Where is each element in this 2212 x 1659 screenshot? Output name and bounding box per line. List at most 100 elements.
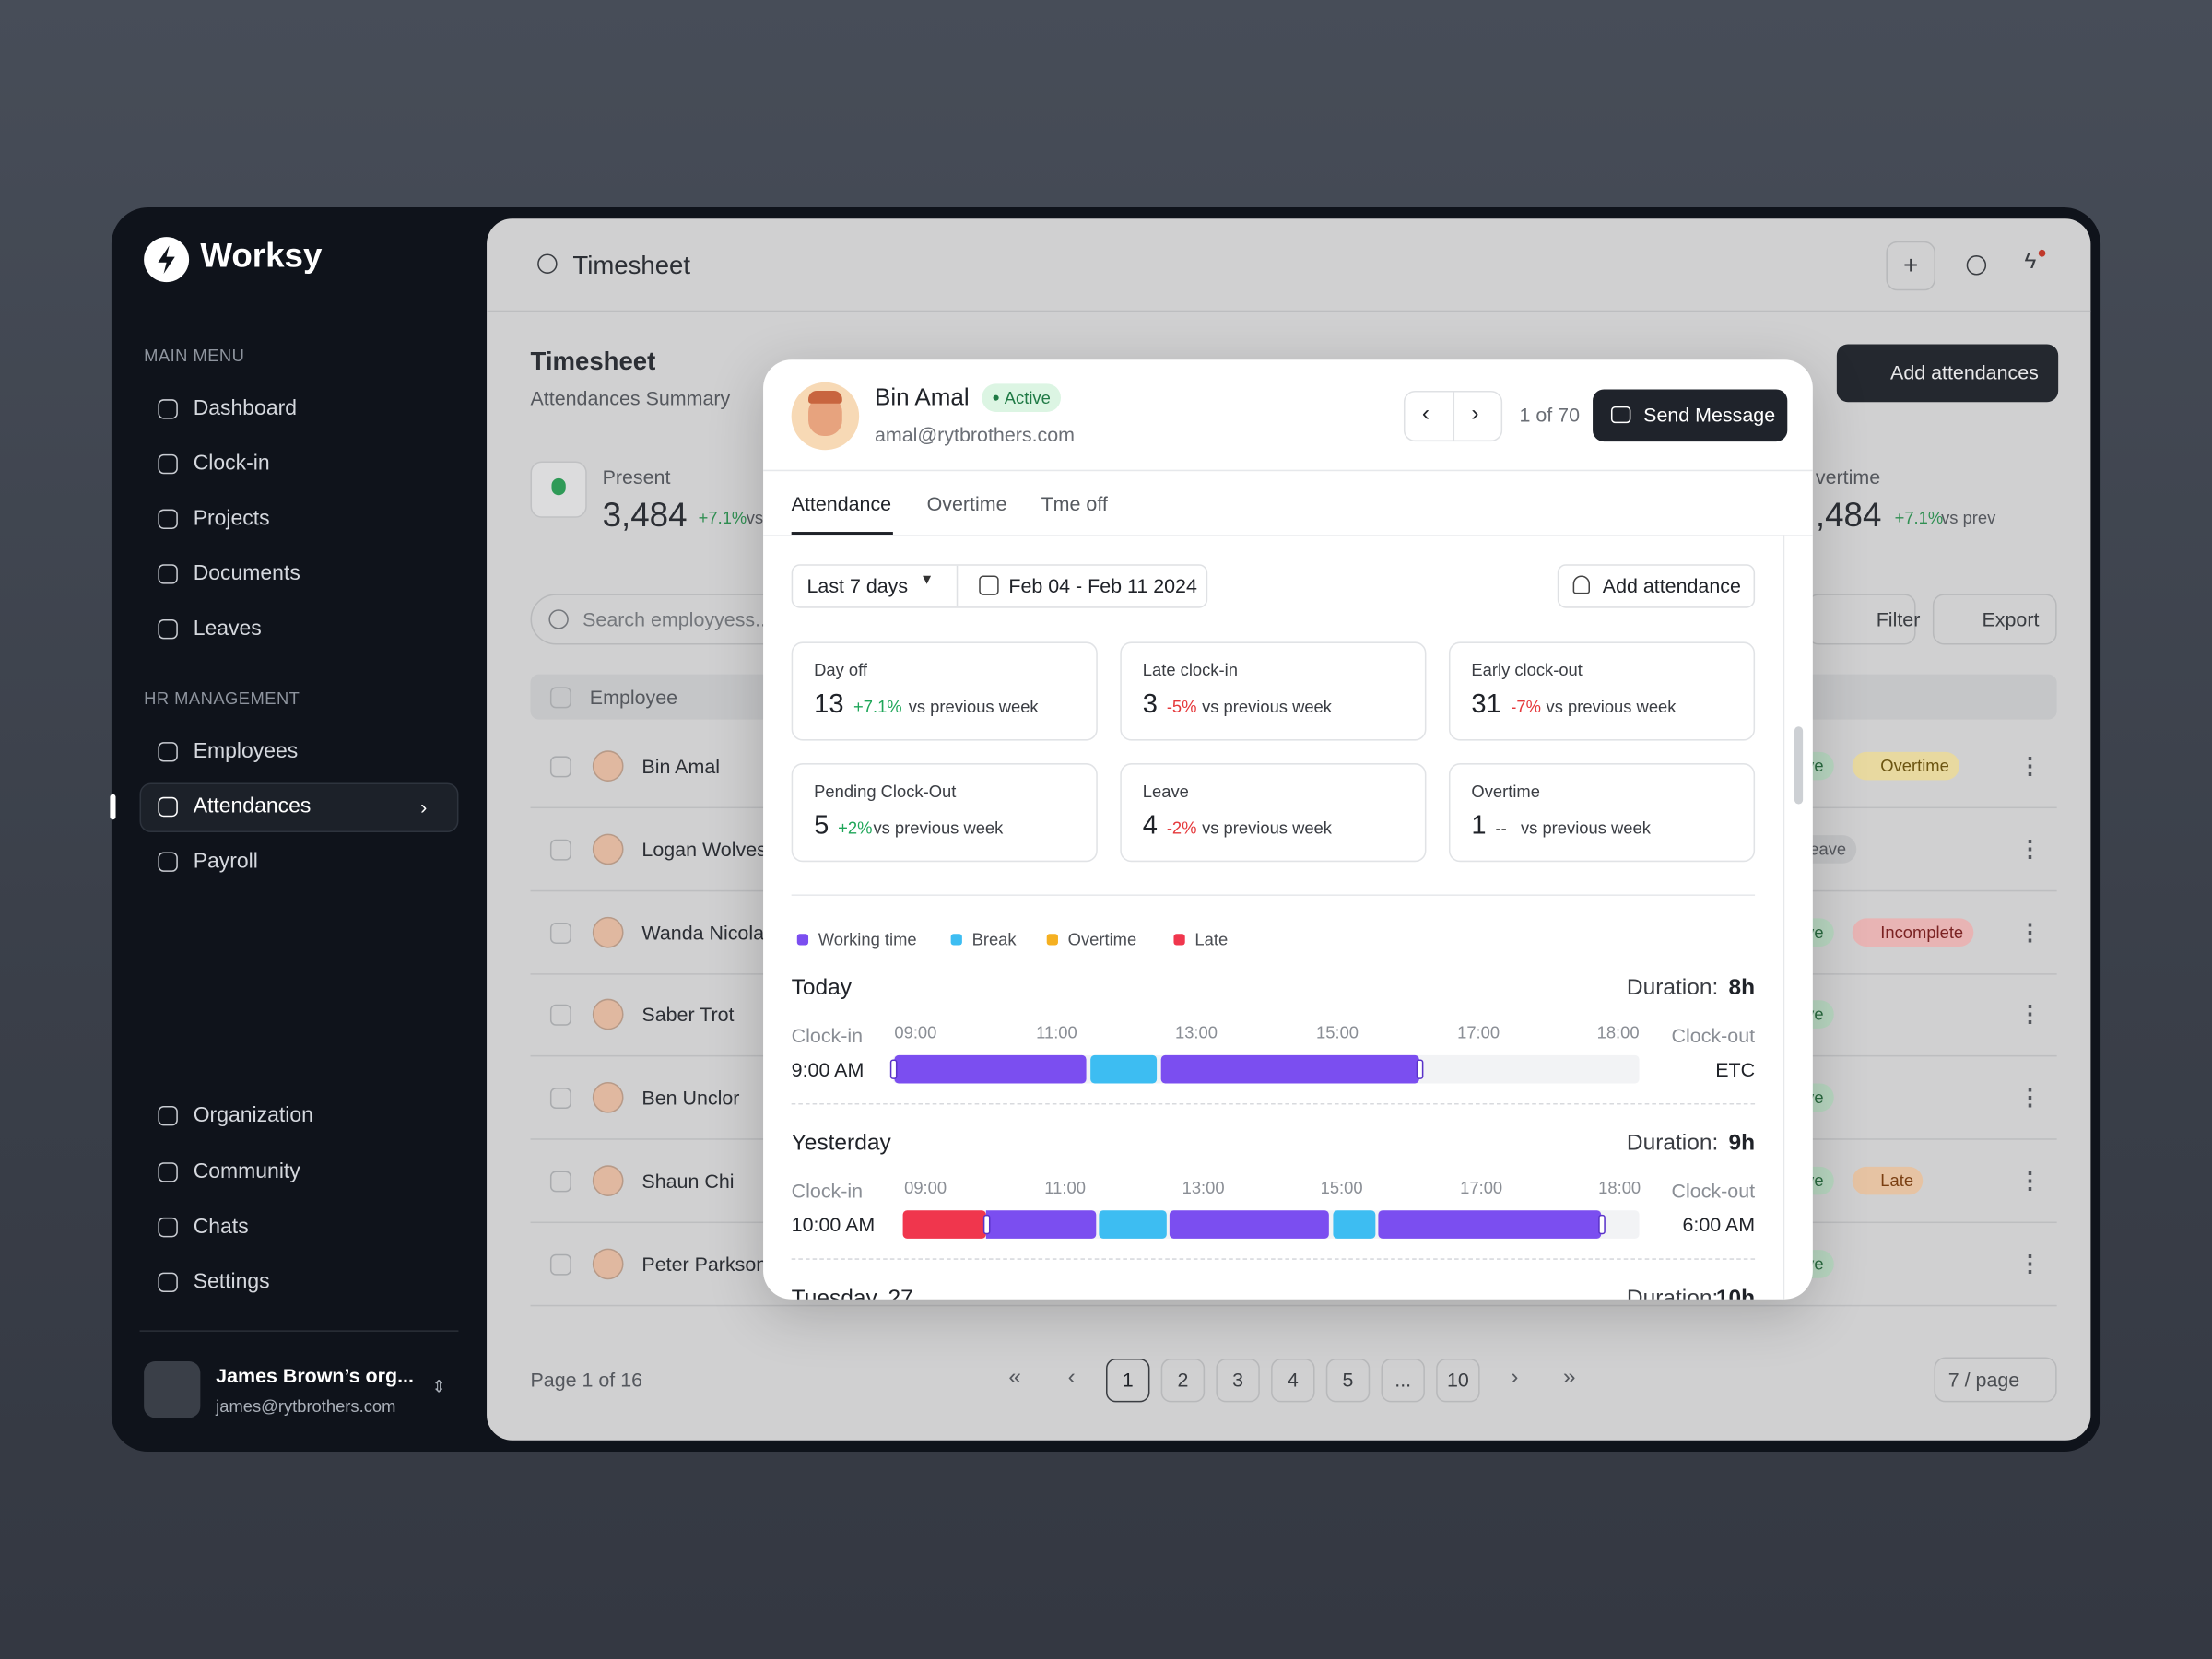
row-checkbox[interactable]: [549, 1171, 571, 1193]
menu-icon: [158, 1105, 178, 1126]
add-attendance-button[interactable]: Add attendance: [1557, 564, 1756, 608]
tab[interactable]: Tme off: [1041, 492, 1108, 515]
tab[interactable]: Attendance: [791, 492, 892, 515]
time-tick: 13:00: [1174, 1022, 1218, 1043]
date-range[interactable]: Feb 04 - Feb 11 2024: [1008, 573, 1197, 597]
row-checkbox[interactable]: [549, 1253, 571, 1276]
last-page[interactable]: »: [1562, 1365, 1576, 1390]
employee-avatar: [592, 1082, 624, 1113]
time-tick: 18:00: [1596, 1022, 1640, 1043]
row-menu[interactable]: ⋮: [2018, 1086, 2041, 1111]
clock-out-handle[interactable]: [1416, 1059, 1424, 1079]
activity-icon-button[interactable]: ϟ: [2024, 249, 2037, 274]
menu-item[interactable]: Projects: [193, 506, 270, 531]
prev-employee[interactable]: ‹: [1421, 402, 1430, 427]
row-menu[interactable]: ⋮: [2018, 1003, 2041, 1028]
menu-item[interactable]: Settings: [193, 1269, 270, 1294]
page-summary: Page 1 of 16: [530, 1368, 643, 1392]
menu-item[interactable]: Dashboard: [193, 396, 298, 421]
page-button[interactable]: 2: [1160, 1358, 1206, 1403]
row-checkbox[interactable]: [549, 1005, 571, 1027]
clock-in-time: 9:00 AM: [791, 1057, 865, 1081]
export-button[interactable]: Export: [1932, 594, 2057, 645]
menu-item[interactable]: Community: [193, 1159, 300, 1184]
menu-icon: [158, 1217, 178, 1238]
row-menu[interactable]: ⋮: [2018, 920, 2041, 945]
next-page[interactable]: ›: [1511, 1365, 1519, 1390]
day-title: Today: [791, 976, 853, 1001]
row-menu[interactable]: ⋮: [2018, 1169, 2041, 1194]
menu-item[interactable]: Employees: [193, 739, 299, 764]
send-message-button[interactable]: Send Message: [1593, 389, 1788, 442]
clock-in-handle[interactable]: [889, 1059, 898, 1079]
menu-item[interactable]: Leaves: [193, 616, 262, 641]
tag-badge: Overtime: [1852, 751, 1959, 781]
page-button[interactable]: 4: [1271, 1358, 1315, 1403]
logo[interactable]: [144, 237, 190, 283]
next-employee[interactable]: ›: [1471, 402, 1479, 427]
menu-icon: [158, 399, 178, 419]
time-tick: 11:00: [1036, 1022, 1077, 1043]
employee-avatar: [791, 382, 860, 451]
row-checkbox[interactable]: [549, 922, 571, 944]
row-checkbox[interactable]: [549, 839, 571, 861]
menu-item[interactable]: Payroll: [193, 849, 258, 874]
card-value: 3: [1142, 689, 1158, 720]
menu-item[interactable]: Organization: [193, 1102, 313, 1127]
prev-page[interactable]: ‹: [1067, 1365, 1076, 1390]
row-checkbox[interactable]: [549, 756, 571, 778]
clock-in-label: Clock-in: [791, 1179, 864, 1203]
stat-card: Leave 4 -2% vs previous week: [1120, 763, 1427, 863]
add-attendances-button[interactable]: Add attendances: [1836, 344, 2059, 403]
card-label: Late clock-in: [1142, 660, 1238, 680]
page-button[interactable]: ...: [1381, 1358, 1425, 1403]
working-segment: [894, 1054, 1087, 1084]
column-header: Employee: [589, 685, 678, 709]
menu-item[interactable]: Attendances: [193, 794, 312, 818]
page-button[interactable]: 5: [1325, 1358, 1371, 1403]
menu-item[interactable]: Documents: [193, 561, 300, 586]
active-menu-bg: [139, 782, 459, 833]
notification-dot: [2038, 249, 2046, 257]
search-icon-button[interactable]: [1966, 255, 1987, 276]
nav-buttons: ‹ ›: [1403, 390, 1503, 442]
brand: Worksy: [200, 237, 323, 276]
card-note: vs previous week: [1202, 818, 1332, 839]
tab[interactable]: Overtime: [926, 492, 1007, 515]
stat-value: 3,484: [602, 496, 688, 535]
employee-avatar: [592, 999, 624, 1030]
employee-name: Shaun Chi: [641, 1169, 735, 1193]
range-select[interactable]: Last 7 days: [806, 573, 909, 597]
logo-bolt: [158, 245, 175, 274]
clock-in-handle[interactable]: [982, 1214, 991, 1235]
day-title: Yesterday: [791, 1131, 891, 1156]
filter-button[interactable]: Filter: [1806, 594, 1920, 645]
duration-label: Duration:: [1626, 1286, 1719, 1300]
page-button[interactable]: 3: [1216, 1358, 1260, 1403]
page-button[interactable]: 1: [1105, 1358, 1150, 1403]
day-title: Tuesday, 27: [791, 1286, 913, 1300]
page-subtitle: Attendances Summary: [530, 386, 731, 409]
per-page-select[interactable]: 7 / page: [1934, 1357, 2057, 1403]
first-page[interactable]: «: [1008, 1365, 1022, 1390]
row-checkbox[interactable]: [549, 1088, 571, 1110]
tag-badge: Late: [1852, 1166, 1924, 1195]
card-change: --: [1495, 818, 1507, 839]
row-menu[interactable]: ⋮: [2018, 837, 2041, 862]
org-avatar[interactable]: [144, 1361, 201, 1418]
employee-avatar: [592, 916, 624, 947]
row-menu[interactable]: ⋮: [2018, 754, 2041, 779]
card-note: vs previous week: [1202, 697, 1332, 717]
menu-item[interactable]: Chats: [193, 1214, 249, 1239]
page-button[interactable]: 10: [1436, 1358, 1480, 1403]
row-menu[interactable]: ⋮: [2018, 1252, 2041, 1277]
menu-item[interactable]: Clock-in: [193, 451, 270, 476]
select-all[interactable]: [549, 687, 571, 709]
legend-swatch: [796, 934, 809, 946]
switch-icon[interactable]: ⇕: [431, 1376, 446, 1397]
time-tick: 17:00: [1460, 1178, 1503, 1198]
tag-badge: Incomplete: [1852, 917, 1973, 947]
clock-out-handle[interactable]: [1598, 1214, 1606, 1235]
scroll-thumb[interactable]: [1794, 726, 1804, 805]
add-icon-button[interactable]: +: [1886, 241, 1936, 291]
